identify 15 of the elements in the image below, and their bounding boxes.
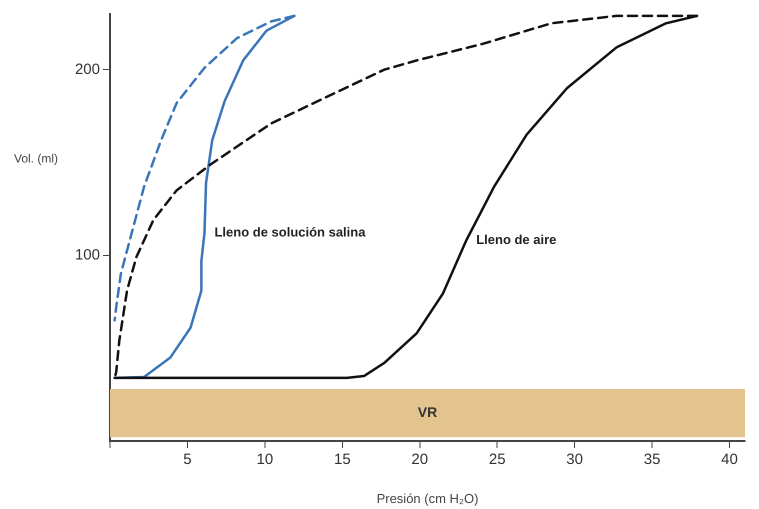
x-tick-label: 10 xyxy=(256,451,274,468)
y-axis-title: Vol. (ml) xyxy=(14,151,58,166)
x-tick-label: 20 xyxy=(411,451,428,468)
y-tick-label: 200 xyxy=(74,60,100,78)
x-axis-title: Presión (cm H₂O) xyxy=(376,490,478,506)
x-tick-label: 35 xyxy=(644,451,660,468)
annotation: Lleno de solución salina xyxy=(214,224,366,240)
x-tick-label: 40 xyxy=(721,451,738,468)
band-label: VR xyxy=(418,404,438,420)
y-tick-label: 100 xyxy=(74,246,100,264)
x-tick-label: 30 xyxy=(566,451,583,468)
annotation: Lleno de aire xyxy=(476,232,556,248)
x-tick-label: 25 xyxy=(488,451,506,468)
x-tick-label: 5 xyxy=(183,451,192,468)
x-tick-label: 15 xyxy=(334,451,351,468)
